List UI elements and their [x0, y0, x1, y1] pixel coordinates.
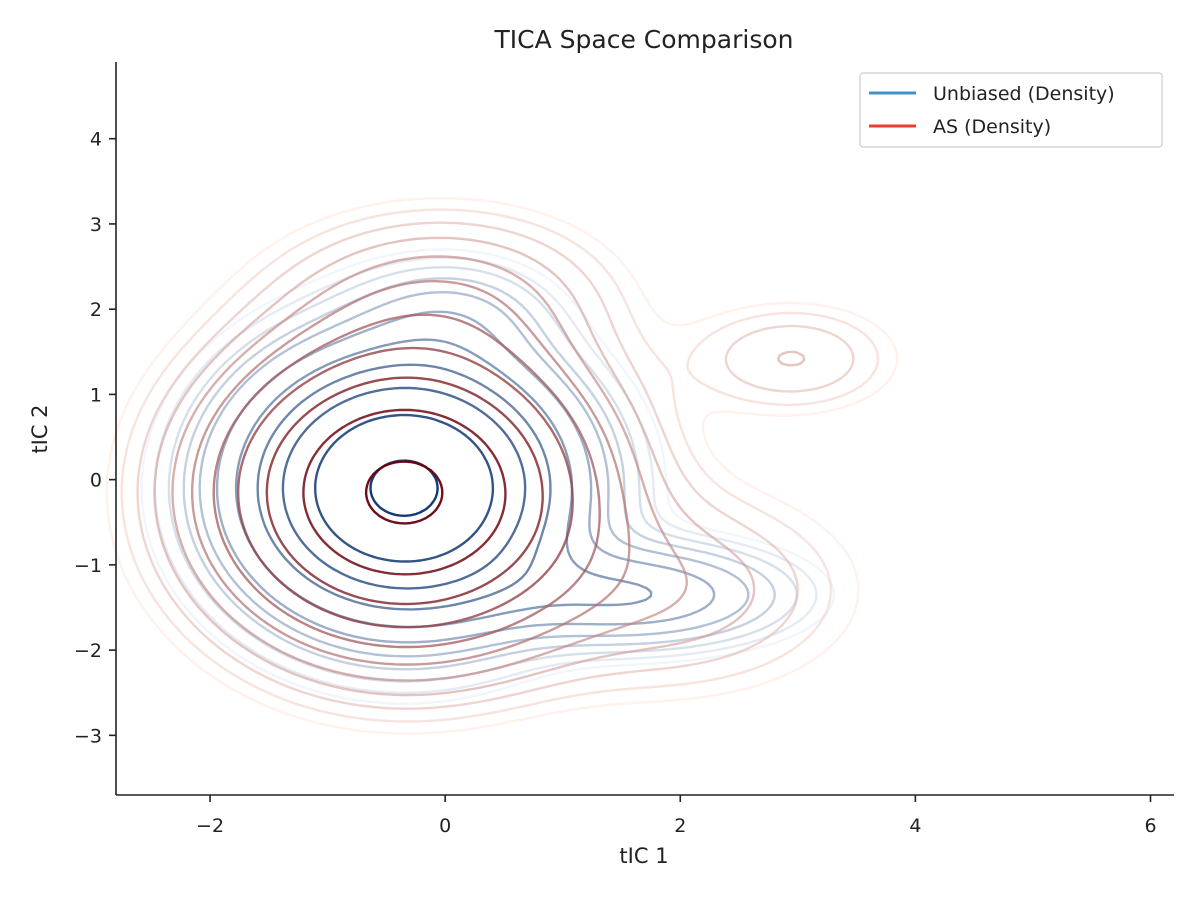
y-axis-label: tIC 2: [28, 404, 52, 453]
legend: Unbiased (Density) AS (Density): [859, 72, 1163, 148]
as-contour-level: [105, 196, 899, 735]
as-contour-level: [302, 408, 507, 576]
as-contour-level: [120, 208, 880, 723]
axes: [115, 62, 1174, 796]
y-tick-label: 1: [90, 384, 102, 406]
unbiased-contour-level: [182, 277, 776, 671]
as-contour-level: [191, 280, 631, 666]
as-contour-level: [212, 313, 601, 649]
y-tick-label: 3: [90, 214, 102, 236]
as-contour-level: [136, 221, 855, 710]
chart-title: TICA Space Comparison: [494, 25, 794, 54]
unbiased-contour-level: [153, 256, 818, 695]
as-contour-level: [153, 236, 806, 697]
x-tick-label: 4: [909, 815, 921, 837]
unbiased-contour-level: [198, 291, 750, 658]
y-tick-label: 2: [90, 299, 102, 321]
legend-box: [859, 72, 1163, 148]
x-tick-label: 2: [674, 815, 686, 837]
as-contour-level: [265, 376, 544, 606]
x-ticks: −2 0 2 4 6: [196, 795, 1157, 837]
unbiased-contour-level: [281, 386, 527, 590]
as-contour-level: [171, 255, 688, 682]
legend-label-unbiased: Unbiased (Density): [933, 83, 1115, 105]
unbiased-density-contours: [140, 248, 836, 705]
x-tick-label: −2: [196, 815, 224, 837]
x-tick-label: 0: [439, 815, 451, 837]
unbiased-contour-level: [256, 363, 552, 611]
x-tick-label: 6: [1144, 815, 1156, 837]
y-tick-label: 4: [90, 129, 102, 151]
as-contour-level: [364, 460, 444, 525]
y-tick-label: −2: [74, 640, 102, 662]
unbiased-contour-level: [314, 413, 495, 563]
unbiased-contour-level: [140, 248, 836, 705]
y-tick-label: −3: [74, 725, 102, 747]
y-ticks: −3 −2 −1 0 1 2 3 4: [74, 129, 116, 747]
as-contour-level: [237, 346, 574, 629]
legend-label-as: AS (Density): [933, 116, 1051, 138]
y-tick-label: −1: [74, 555, 102, 577]
y-tick-label: 0: [90, 470, 102, 492]
x-axis-label: tIC 1: [619, 844, 668, 868]
as-density-contours: [105, 196, 899, 735]
